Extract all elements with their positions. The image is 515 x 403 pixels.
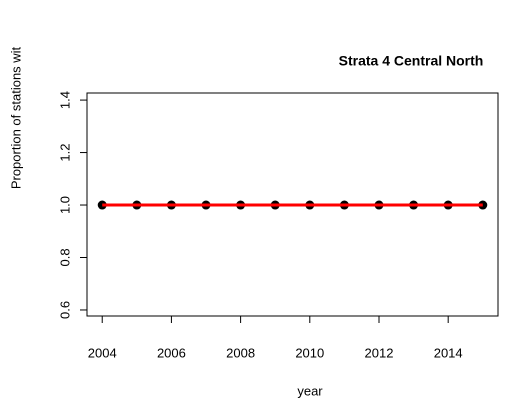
x-tick-label: 2004 <box>88 345 117 360</box>
y-tick-label: 0.8 <box>57 248 72 266</box>
x-tick-label: 2010 <box>295 345 324 360</box>
y-axis-label: Proportion of stations wit <box>8 46 23 189</box>
y-tick-label: 0.6 <box>57 301 72 319</box>
y-tick-label: 1.2 <box>57 144 72 162</box>
x-tick-label: 2012 <box>365 345 394 360</box>
chart-title: Strata 4 Central North <box>339 53 484 69</box>
x-tick-label: 2006 <box>157 345 186 360</box>
x-tick-label: 2008 <box>226 345 255 360</box>
y-tick-label: 1.0 <box>57 196 72 214</box>
x-tick-label: 2014 <box>434 345 463 360</box>
y-tick-label: 1.4 <box>57 91 72 109</box>
x-axis-label: year <box>297 383 323 398</box>
